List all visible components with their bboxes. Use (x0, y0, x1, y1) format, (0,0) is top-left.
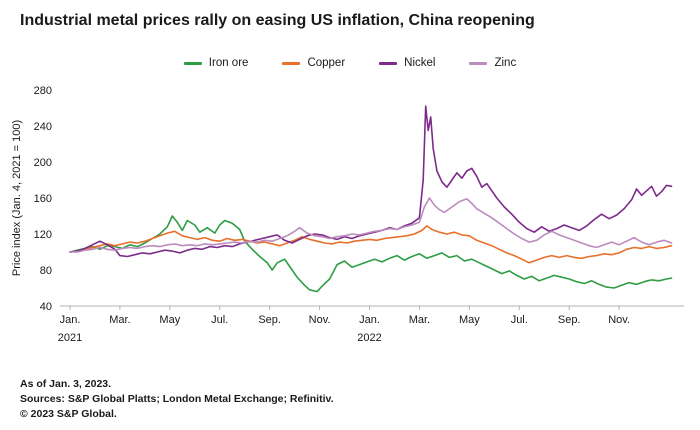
legend-item-nickel: Nickel (379, 57, 435, 69)
y-tick-label: 120 (34, 229, 52, 241)
y-tick-label: 40 (40, 301, 52, 313)
series-iron-ore (69, 215, 673, 293)
axes: Jan. Mar. May Jul. Sep. Nov. Jan. Mar. May Jul. Se… (34, 85, 684, 344)
series-zinc (69, 197, 673, 253)
x-tick-label: May (159, 314, 180, 326)
legend-swatch-zinc (469, 61, 488, 65)
chart-title: Industrial metal prices rally on easing … (20, 12, 535, 29)
x-tick-label: Sep. (258, 314, 281, 326)
y-tick-label: 280 (34, 85, 52, 97)
x-tick-label: Nov. (608, 314, 630, 326)
x-tick-label: Jan. (60, 314, 81, 326)
legend-label-copper: Copper (307, 57, 346, 69)
x-year-label: 2022 (357, 332, 381, 344)
price-chart: Jan. Mar. May Jul. Sep. Nov. Jan. Mar. May Jul. Se… (11, 85, 684, 344)
chart-legend: Iron ore Copper Nickel Zinc (8, 54, 692, 72)
x-tick-label: Sep. (558, 314, 581, 326)
x-tick-label: Nov. (309, 314, 331, 326)
y-tick-label: 200 (34, 157, 52, 169)
chart-container: Iron ore Copper Nickel Zinc Jan. Mar. May Jul.… (8, 54, 692, 355)
x-year-label: 2021 (58, 332, 82, 344)
x-tick-label: Jul. (511, 314, 528, 326)
y-tick-label: 80 (40, 265, 52, 277)
footer-sources: Sources: S&P Global Platts; London Metal… (20, 392, 334, 405)
chart-footer: As of Jan. 3, 2023. Sources: S&P Global … (20, 377, 334, 422)
footer-copyright: © 2023 S&P Global. (20, 407, 117, 420)
series-copper (69, 225, 673, 264)
x-tick-label: Mar. (409, 314, 430, 326)
y-tick-label: 160 (34, 193, 52, 205)
x-tick-label: Jan. (359, 314, 380, 326)
legend-label-nickel: Nickel (404, 57, 436, 69)
footer-asof: As of Jan. 3, 2023. (20, 378, 112, 390)
legend-label-iron-ore: Iron ore (208, 57, 249, 69)
x-tick-label: May (459, 314, 480, 326)
series-nickel (69, 105, 673, 258)
x-tick-label: Mar. (109, 314, 130, 326)
legend-label-zinc: Zinc (494, 57, 517, 69)
legend-swatch-iron-ore (183, 61, 202, 65)
x-tick-label: Jul. (211, 314, 228, 326)
legend-item-copper: Copper (282, 57, 345, 69)
legend-item-iron-ore: Iron ore (183, 57, 249, 69)
y-tick-label: 240 (34, 121, 52, 133)
legend-swatch-copper (282, 61, 301, 65)
legend-swatch-nickel (379, 61, 398, 65)
y-axis-label: Price index (Jan. 4, 2021 = 100) (11, 120, 23, 276)
legend-item-zinc: Zinc (469, 57, 516, 69)
